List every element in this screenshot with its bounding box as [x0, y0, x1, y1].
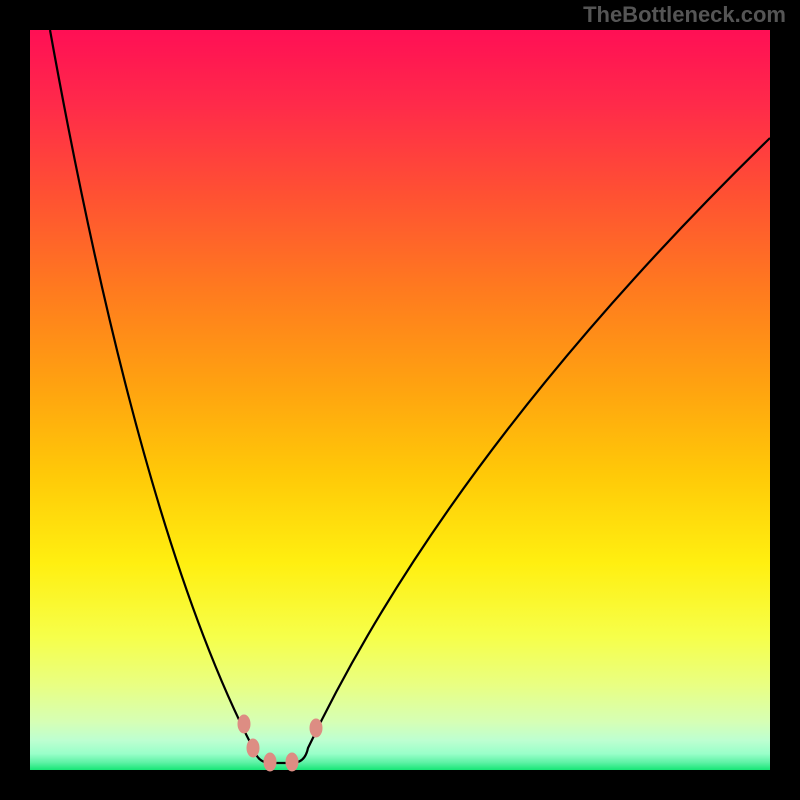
chart-plot-area: [30, 30, 770, 770]
chart-background: [30, 30, 770, 770]
watermark-text: TheBottleneck.com: [583, 2, 786, 28]
